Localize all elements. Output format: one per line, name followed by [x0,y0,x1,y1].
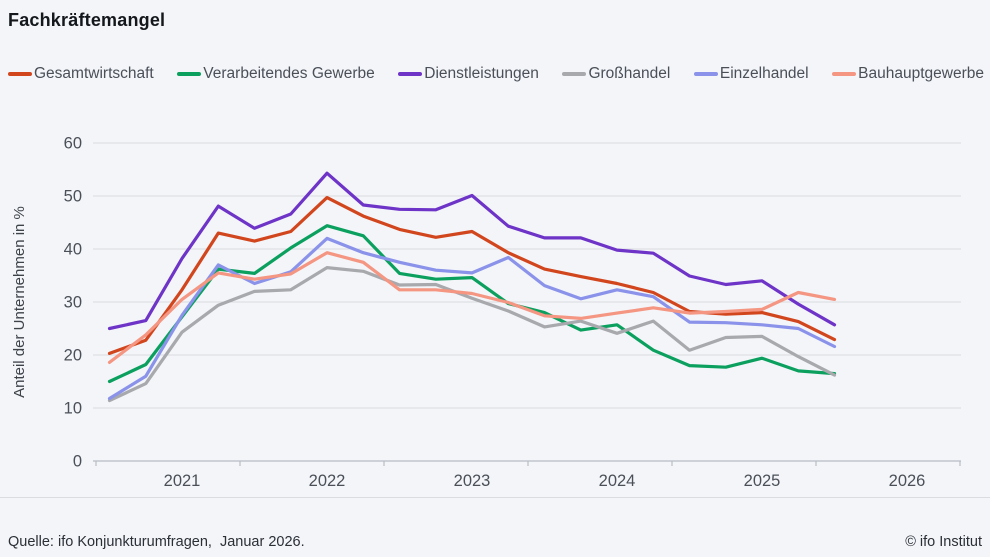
legend-label: Verarbeitendes Gewerbe [203,65,375,82]
y-tick-label: 60 [64,135,82,153]
x-tick-label: 2023 [454,472,491,490]
legend-label: Gesamtwirtschaft [34,65,154,82]
legend-label: Großhandel [588,65,671,82]
chart-title: Fachkräftemangel [8,10,166,30]
footer-divider [0,497,990,498]
legend-swatch-icon [398,72,423,76]
x-tick-label: 2025 [744,472,781,490]
y-tick-label: 40 [64,241,82,259]
y-axis-title: Anteil der Unternehmen in % [11,206,28,398]
y-tick-label: 20 [64,347,82,365]
legend-item-gesamtwirtschaft[interactable]: Gesamtwirtschaft [8,65,154,83]
series-line-dienstleistungen [107,171,837,331]
x-tick-label: 2026 [889,472,926,490]
legend-item-einzelhandel[interactable]: Einzelhandel [693,65,809,83]
series-line-gro-handel [107,266,837,403]
series-line-bauhauptgewerbe [107,251,837,364]
series-line-einzelhandel [107,236,837,401]
legend-label: Einzelhandel [719,65,809,82]
legend-item-dienstleistungen[interactable]: Dienstleistungen [398,65,539,83]
legend-swatch-icon [177,72,202,76]
y-tick-label: 10 [64,400,82,418]
legend-swatch-icon [8,72,32,76]
legend-swatch-icon [562,72,587,76]
x-tick-label: 2022 [309,472,346,490]
legend-label: Bauhauptgewerbe [858,65,984,82]
y-tick-label: 0 [73,453,82,471]
copyright-note: © ifo Institut [905,534,982,550]
legend: Gesamtwirtschaft Verarbeitendes Gewerbe Di… [8,64,984,84]
legend-item-gro-handel[interactable]: Großhandel [562,65,670,83]
y-tick-label: 30 [64,294,82,312]
series-line-gesamtwirtschaft [107,196,837,355]
legend-item-verarbeitendes-gewerbe[interactable]: Verarbeitendes Gewerbe [177,65,375,83]
source-note: Quelle: ifo Konjunkturumfragen, Januar 2… [8,534,305,550]
legend-swatch-icon [693,72,718,76]
x-tick-label: 2021 [164,472,201,490]
legend-swatch-icon [832,72,857,76]
legend-item-bauhauptgewerbe[interactable]: Bauhauptgewerbe [832,65,984,83]
x-tick-label: 2024 [599,472,636,490]
y-tick-label: 50 [64,188,82,206]
legend-label: Dienstleistungen [424,65,539,82]
